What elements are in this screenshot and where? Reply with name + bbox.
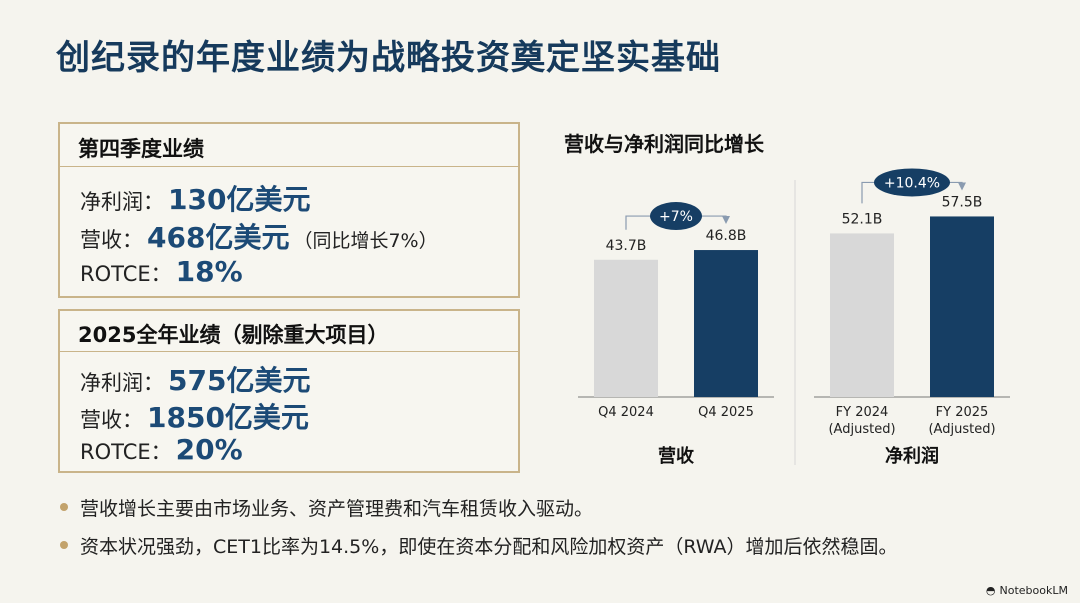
metric-value: 130亿美元 bbox=[168, 183, 311, 216]
growth-badge bbox=[874, 168, 950, 197]
x-tick-label: (Adjusted) bbox=[828, 422, 895, 437]
metric-label: ROTCE： bbox=[80, 262, 172, 286]
q4-results-box: 第四季度业绩 净利润： 130亿美元 营收： 468亿美元 （同比增长7%） R… bbox=[58, 122, 520, 298]
q4-revenue-row: 营收： 468亿美元 （同比增长7%） bbox=[80, 216, 438, 256]
metric-label: 净利润： bbox=[80, 190, 164, 214]
bar-prior bbox=[594, 259, 658, 397]
page-title: 创纪录的年度业绩为战略投资奠定坚实基础 bbox=[56, 38, 721, 78]
data-label: 52.1B bbox=[842, 211, 883, 227]
x-tick-label: Q4 2024 bbox=[598, 405, 654, 420]
notebooklm-logo-icon: ◓ bbox=[985, 584, 996, 597]
metric-value: 575亿美元 bbox=[168, 364, 311, 397]
fy-results-box: 2025全年业绩（剔除重大项目） 净利润： 575亿美元 营收： 1850亿美元… bbox=[58, 309, 520, 473]
data-label: 46.8B bbox=[706, 228, 747, 244]
fy-revenue-row: 营收： 1850亿美元 bbox=[80, 396, 309, 436]
metric-value: 18% bbox=[175, 255, 243, 288]
growth-label: +10.4% bbox=[884, 175, 940, 191]
chart-title: 营收与净利润同比增长 bbox=[564, 132, 764, 156]
growth-label: +7% bbox=[659, 209, 693, 225]
bullet-list: 营收增长主要由市场业务、资产管理费和汽车租赁收入驱动。 资本状况强劲，CET1比… bbox=[60, 488, 898, 564]
fy-results-heading: 2025全年业绩（剔除重大项目） bbox=[78, 323, 389, 347]
bullet-item: 营收增长主要由市场业务、资产管理费和汽车租赁收入驱动。 bbox=[60, 488, 898, 526]
bullet-text: 资本状况强劲，CET1比率为14.5%，即使在资本分配和风险加权资产（RWA）增… bbox=[80, 535, 898, 558]
bar-prior bbox=[830, 233, 894, 397]
bullet-text: 营收增长主要由市场业务、资产管理费和汽车租赁收入驱动。 bbox=[80, 497, 594, 520]
bullet-item: 资本状况强劲，CET1比率为14.5%，即使在资本分配和风险加权资产（RWA）增… bbox=[60, 526, 898, 564]
brand-label: NotebookLM bbox=[999, 584, 1068, 597]
metric-value: 20% bbox=[175, 433, 243, 466]
x-tick-label: FY 2024 bbox=[836, 405, 889, 420]
q4-rotce-row: ROTCE： 18% bbox=[80, 255, 243, 288]
data-label: 57.5B bbox=[942, 194, 983, 210]
panel-title: 净利润 bbox=[885, 445, 939, 467]
panel-title: 营收 bbox=[658, 445, 694, 467]
q4-net-income-row: 净利润： 130亿美元 bbox=[80, 178, 310, 218]
x-tick-label: Q4 2025 bbox=[698, 405, 754, 420]
metric-label: 营收： bbox=[80, 228, 143, 252]
q4-results-heading: 第四季度业绩 bbox=[78, 137, 204, 161]
metric-label: ROTCE： bbox=[80, 440, 172, 464]
fy-net-income-row: 净利润： 575亿美元 bbox=[80, 359, 310, 399]
metric-label: 营收： bbox=[80, 408, 143, 432]
divider bbox=[60, 351, 518, 352]
bullet-dot-icon bbox=[60, 541, 68, 549]
arrow-head-icon bbox=[722, 216, 730, 225]
metric-value: 1850亿美元 bbox=[147, 401, 309, 434]
metric-note: （同比增长7%） bbox=[293, 230, 438, 252]
arrow-head-icon bbox=[958, 182, 966, 191]
metric-label: 净利润： bbox=[80, 371, 164, 395]
bar-current bbox=[930, 216, 994, 397]
x-tick-label: FY 2025 bbox=[936, 405, 989, 420]
x-tick-label: (Adjusted) bbox=[928, 422, 995, 437]
data-label: 43.7B bbox=[606, 238, 647, 254]
divider bbox=[60, 166, 518, 167]
brand-logo: ◓ NotebookLM bbox=[986, 584, 1068, 597]
growth-badge bbox=[650, 202, 702, 231]
bullet-dot-icon bbox=[60, 503, 68, 511]
fy-rotce-row: ROTCE： 20% bbox=[80, 433, 243, 466]
metric-value: 468亿美元 bbox=[147, 221, 290, 254]
bar-current bbox=[694, 250, 758, 397]
